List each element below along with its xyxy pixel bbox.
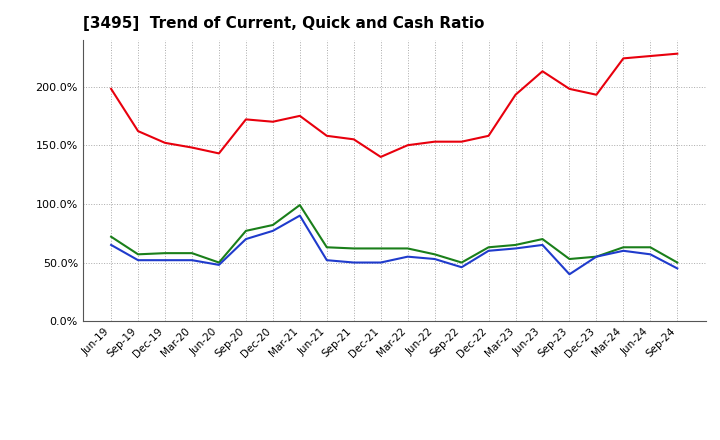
Quick Ratio (646, 245, 654, 250)
Current Ratio (646, 53, 654, 59)
Line: Quick Ratio: Quick Ratio (111, 205, 678, 263)
Cash Ratio (349, 260, 358, 265)
Current Ratio (403, 143, 412, 148)
Current Ratio (161, 140, 169, 146)
Cash Ratio (403, 254, 412, 259)
Line: Cash Ratio: Cash Ratio (111, 216, 678, 274)
Cash Ratio (538, 242, 546, 248)
Current Ratio (565, 86, 574, 92)
Cash Ratio (592, 254, 600, 259)
Cash Ratio (619, 248, 628, 253)
Current Ratio (188, 145, 197, 150)
Quick Ratio (134, 252, 143, 257)
Current Ratio (511, 92, 520, 97)
Current Ratio (295, 113, 304, 118)
Cash Ratio (215, 262, 223, 268)
Current Ratio (377, 154, 385, 160)
Current Ratio (592, 92, 600, 97)
Cash Ratio (134, 257, 143, 263)
Current Ratio (107, 86, 115, 92)
Quick Ratio (269, 222, 277, 227)
Current Ratio (215, 151, 223, 156)
Cash Ratio (377, 260, 385, 265)
Current Ratio (457, 139, 466, 144)
Quick Ratio (403, 246, 412, 251)
Quick Ratio (485, 245, 493, 250)
Quick Ratio (619, 245, 628, 250)
Current Ratio (431, 139, 439, 144)
Current Ratio (134, 128, 143, 134)
Cash Ratio (269, 228, 277, 234)
Cash Ratio (511, 246, 520, 251)
Cash Ratio (188, 257, 197, 263)
Quick Ratio (161, 250, 169, 256)
Quick Ratio (511, 242, 520, 248)
Current Ratio (349, 137, 358, 142)
Cash Ratio (485, 248, 493, 253)
Text: [3495]  Trend of Current, Quick and Cash Ratio: [3495] Trend of Current, Quick and Cash … (83, 16, 484, 32)
Quick Ratio (323, 245, 331, 250)
Quick Ratio (349, 246, 358, 251)
Current Ratio (538, 69, 546, 74)
Cash Ratio (242, 236, 251, 242)
Quick Ratio (107, 234, 115, 239)
Quick Ratio (377, 246, 385, 251)
Quick Ratio (242, 228, 251, 234)
Quick Ratio (457, 260, 466, 265)
Current Ratio (485, 133, 493, 139)
Cash Ratio (295, 213, 304, 218)
Current Ratio (673, 51, 682, 56)
Quick Ratio (538, 236, 546, 242)
Current Ratio (323, 133, 331, 139)
Current Ratio (269, 119, 277, 125)
Cash Ratio (646, 252, 654, 257)
Quick Ratio (295, 202, 304, 208)
Cash Ratio (673, 266, 682, 271)
Cash Ratio (457, 264, 466, 270)
Current Ratio (242, 117, 251, 122)
Quick Ratio (592, 254, 600, 259)
Cash Ratio (161, 257, 169, 263)
Current Ratio (619, 56, 628, 61)
Quick Ratio (565, 257, 574, 262)
Cash Ratio (323, 257, 331, 263)
Quick Ratio (215, 260, 223, 265)
Cash Ratio (107, 242, 115, 248)
Quick Ratio (673, 260, 682, 265)
Quick Ratio (431, 252, 439, 257)
Quick Ratio (188, 250, 197, 256)
Cash Ratio (565, 271, 574, 277)
Line: Current Ratio: Current Ratio (111, 54, 678, 157)
Cash Ratio (431, 257, 439, 262)
